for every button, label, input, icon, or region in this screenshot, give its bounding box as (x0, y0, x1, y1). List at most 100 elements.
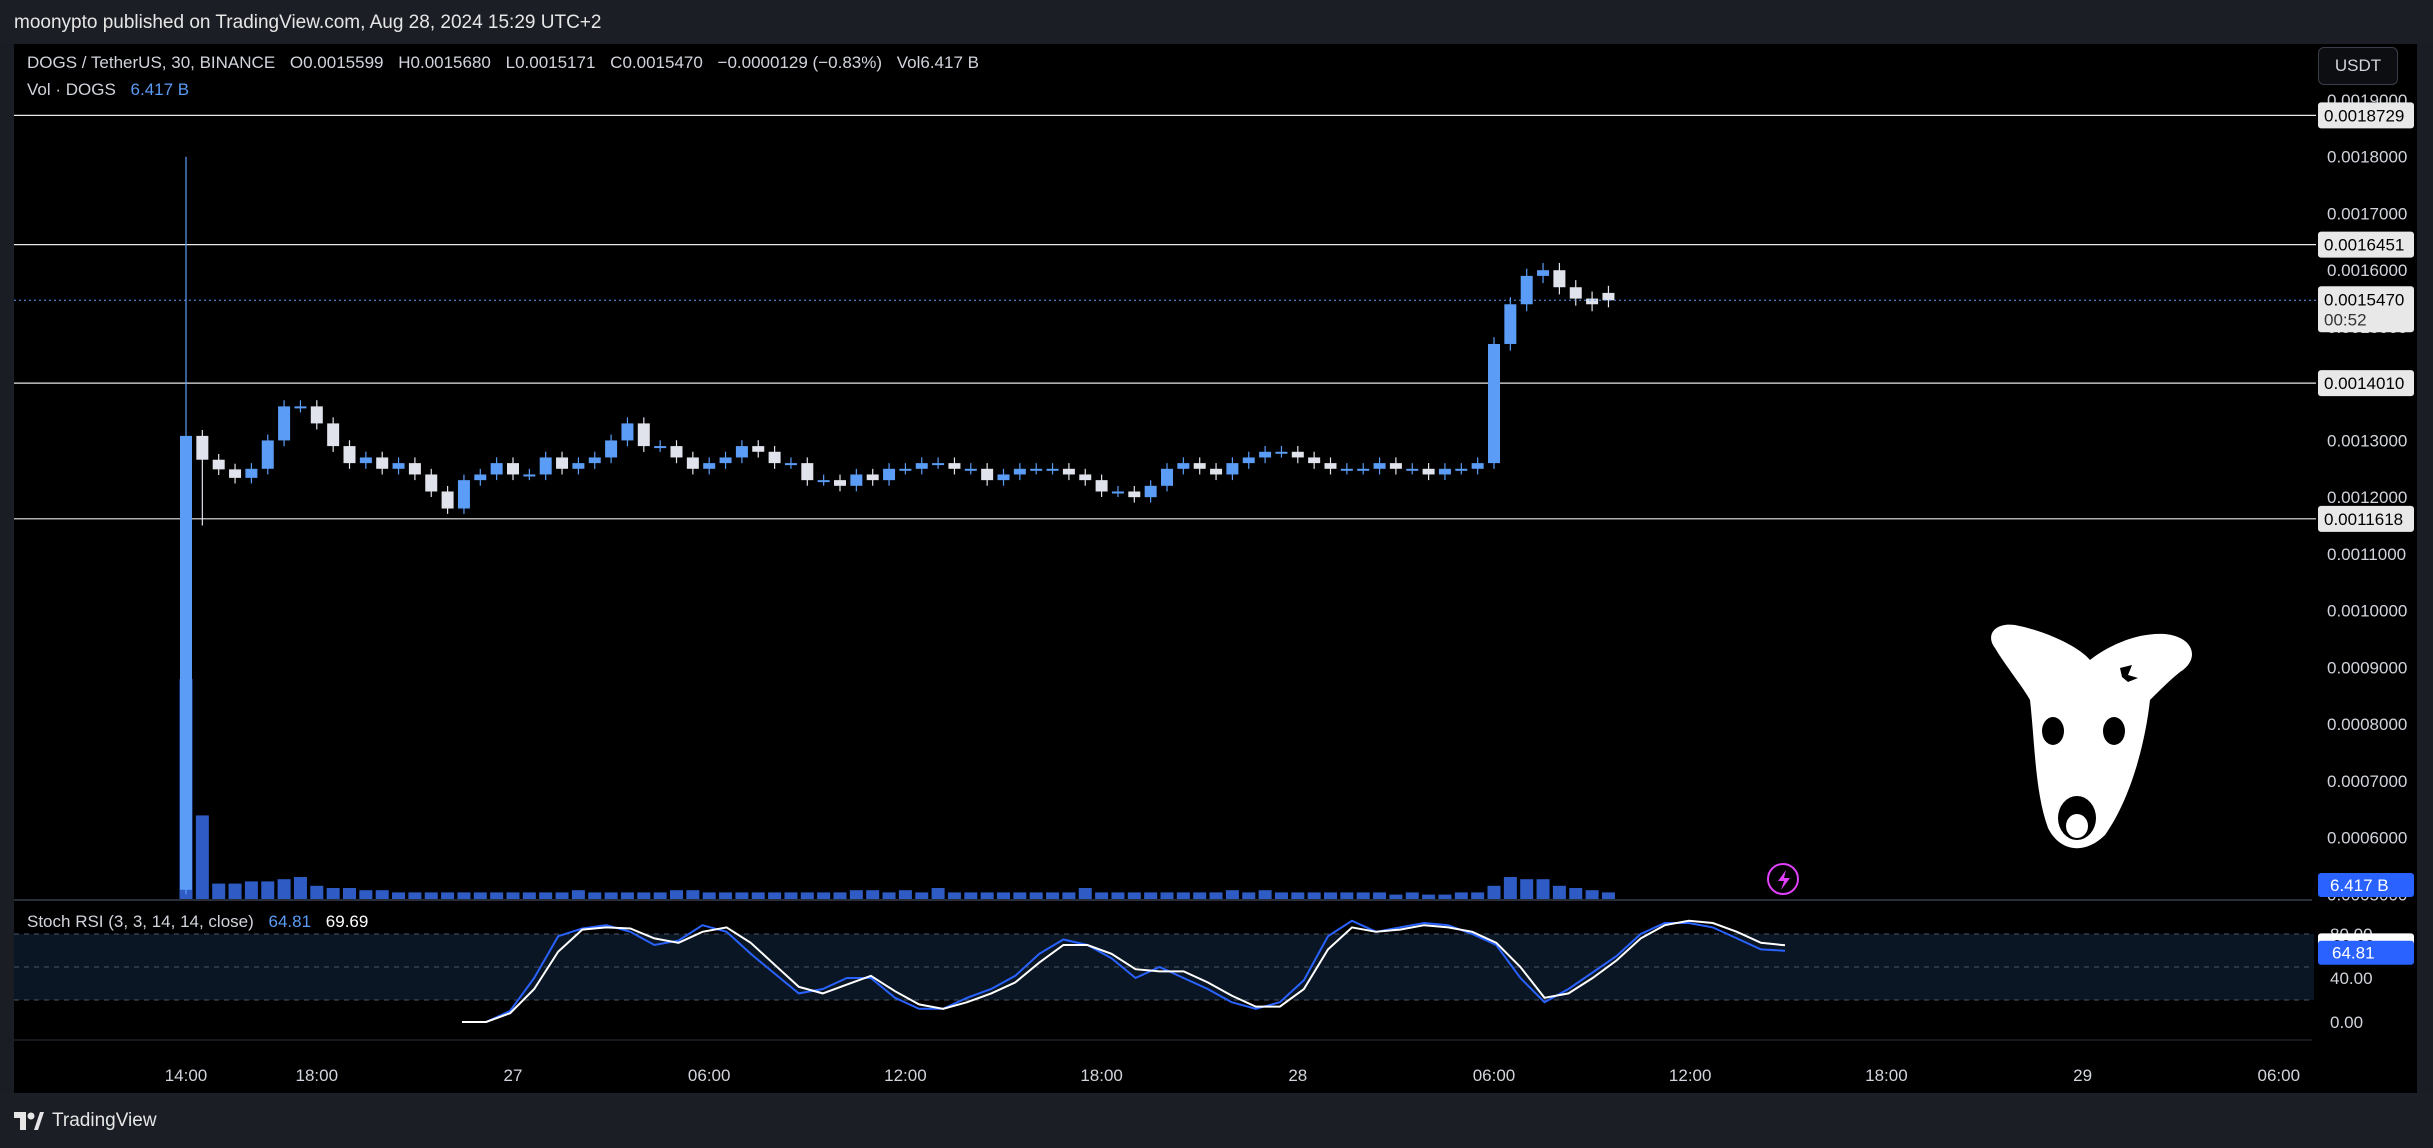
volume-bar (1029, 892, 1043, 899)
candle-body (1389, 463, 1402, 469)
volume-bar (817, 892, 831, 899)
volume-bar (1503, 877, 1517, 899)
volume-bar (620, 892, 634, 899)
volume-bar (964, 892, 978, 899)
price-tick-label: 0.0012000 (2327, 488, 2407, 507)
candle-body (327, 423, 340, 447)
close-value: C0.0015470 (610, 53, 703, 72)
candle-body (1553, 270, 1566, 288)
volume-bar (686, 890, 700, 899)
tradingview-logo[interactable]: TradingView (14, 1110, 157, 1132)
volume-bar (1569, 888, 1583, 899)
candle-body (1193, 463, 1206, 469)
time-tick-label: 29 (2073, 1066, 2092, 1085)
price-tick-label: 0.0009000 (2327, 658, 2407, 677)
candle-body (1046, 468, 1059, 471)
stoch-k-value: 64.81 (268, 912, 312, 931)
candle-body (654, 446, 667, 449)
candle-body (245, 468, 258, 478)
volume-bar (359, 890, 373, 899)
volume-bar (1487, 885, 1501, 899)
volume-bar (441, 892, 455, 899)
candle-body (523, 474, 536, 477)
volume-bar (555, 892, 569, 899)
volume-bar (1422, 894, 1436, 899)
candle-body (457, 480, 470, 509)
candle-body (1357, 468, 1370, 471)
stoch-k-tag (2318, 940, 2414, 965)
candle-body (605, 440, 618, 458)
candle-body (408, 463, 421, 475)
volume-bar (506, 892, 520, 899)
volume-bar (1078, 888, 1092, 899)
volume-label[interactable]: Vol · DOGS (27, 80, 116, 99)
level-label: 0.0016451 (2324, 236, 2404, 255)
candle-body (621, 423, 634, 441)
volume-bar (1405, 892, 1419, 899)
volume-bar (1258, 890, 1272, 899)
volume-bar (588, 892, 602, 899)
candle-body (670, 446, 683, 458)
last-price-label: 0.0015470 (2324, 290, 2404, 309)
candle-body (343, 446, 356, 464)
candle-body (1406, 468, 1419, 471)
candle-body (719, 457, 732, 464)
volume-bar (1471, 892, 1485, 899)
candle-body (1030, 468, 1043, 471)
volume-bar (751, 892, 765, 899)
volume-bar (1209, 892, 1223, 899)
time-tick-label: 06:00 (2258, 1066, 2301, 1085)
volume-tag-box (2318, 873, 2414, 897)
volume-bar (293, 877, 307, 899)
candle-body (1275, 451, 1288, 454)
level-label: 0.0018729 (2324, 106, 2404, 125)
volume-bar (1046, 892, 1060, 899)
volume-bar (1062, 892, 1076, 899)
candle-body (703, 463, 716, 469)
volume-bar (1389, 894, 1403, 899)
time-tick-label: 14:00 (165, 1066, 208, 1085)
tradingview-logo-icon (14, 1112, 44, 1130)
candle-body (507, 463, 519, 475)
candle-body (261, 440, 274, 469)
volume-bar (1340, 892, 1354, 899)
level-label-box (2318, 370, 2414, 397)
volume-bar (768, 892, 782, 899)
candle-body (1095, 480, 1108, 492)
volume-bar (310, 885, 324, 899)
candle-body (474, 474, 487, 481)
candle-body (915, 463, 928, 469)
alert-icon[interactable] (1767, 863, 1799, 895)
volume-bar (784, 892, 798, 899)
volume-bar (1291, 892, 1305, 899)
volume-bar (1176, 892, 1190, 899)
last-price-box (2318, 286, 2414, 333)
price-tick-label: 0.0016000 (2327, 261, 2407, 280)
footer-bar (0, 1093, 2433, 1148)
candle-body (1161, 468, 1173, 486)
stoch-rsi-label[interactable]: Stoch RSI (3, 3, 14, 14, close) (27, 912, 254, 931)
volume-bar (457, 892, 471, 899)
volume-bar (1127, 892, 1141, 899)
candle-body (441, 491, 454, 509)
candle-body (1324, 463, 1337, 469)
chart-area[interactable] (14, 44, 2417, 1093)
candle-body (1291, 451, 1304, 458)
volume-bar (1111, 892, 1125, 899)
candle-body (1242, 457, 1255, 464)
countdown-label: 00:52 (2324, 310, 2367, 329)
time-tick-label: 18:00 (1865, 1066, 1908, 1085)
volume-bar (849, 890, 863, 899)
candle-body (948, 463, 961, 469)
volume-bar (277, 879, 291, 899)
publisher-text: moonypto published on TradingView.com, A… (14, 12, 602, 33)
symbol-label[interactable]: DOGS / TetherUS, 30, BINANCE (27, 53, 276, 72)
volume-bar (195, 815, 209, 899)
volume-bar (637, 892, 651, 899)
candle-body (1210, 468, 1223, 475)
volume-bar (1242, 892, 1256, 899)
volume-bar (1454, 892, 1468, 899)
currency-button[interactable]: USDT (2318, 47, 2398, 85)
stoch-d-line (462, 919, 1786, 1023)
